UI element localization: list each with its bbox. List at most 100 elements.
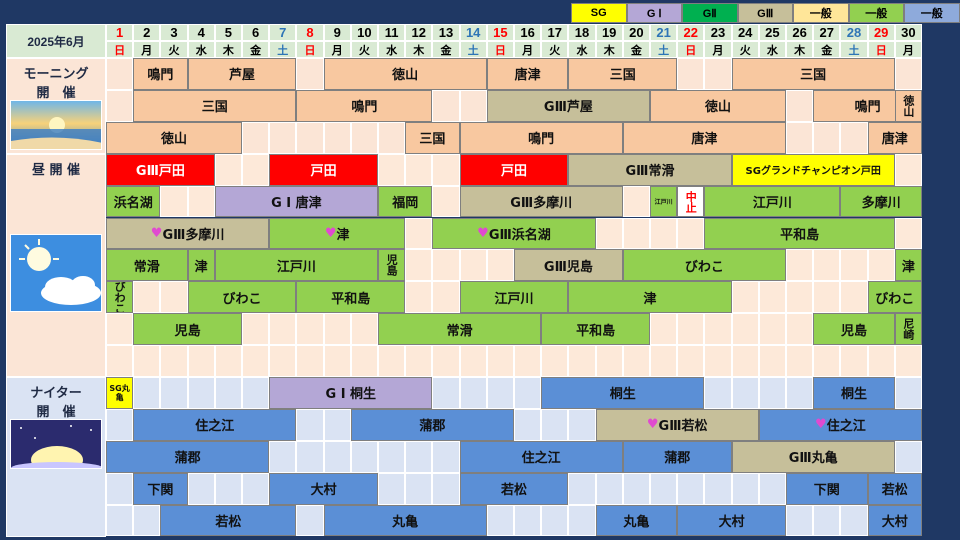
grid-cell xyxy=(758,313,786,346)
race-event[interactable]: 江戸川 xyxy=(704,185,841,218)
race-event[interactable]: 若松 xyxy=(867,472,922,505)
race-event[interactable]: 三国 xyxy=(405,121,460,154)
grid-cell xyxy=(106,58,134,90)
grid-cell xyxy=(269,440,297,473)
race-event[interactable]: 徳山 xyxy=(106,121,242,154)
race-event[interactable]: 住之江 xyxy=(459,440,623,473)
grid-cell xyxy=(405,440,433,473)
race-event[interactable]: 平和島 xyxy=(296,281,406,314)
race-event[interactable]: 蒲郡 xyxy=(106,440,270,473)
race-event[interactable]: 蒲郡 xyxy=(622,440,732,473)
race-event[interactable]: 鳴門 xyxy=(133,58,188,90)
race-event[interactable]: 大村 xyxy=(677,504,786,537)
race-event[interactable]: 若松 xyxy=(160,504,297,537)
race-event[interactable]: 江戸川 xyxy=(214,249,378,282)
race-event[interactable]: ♥ 住之江 xyxy=(758,408,922,441)
race-event[interactable]: 大村 xyxy=(867,504,922,537)
race-event[interactable]: 津 xyxy=(894,249,922,282)
race-event[interactable]: GⅢ丸亀 xyxy=(731,440,895,473)
race-event[interactable]: びわこ xyxy=(187,281,297,314)
race-event[interactable]: 多摩川 xyxy=(840,185,922,218)
grid-cell xyxy=(350,121,378,154)
race-event[interactable]: GⅢ常滑 xyxy=(568,153,732,186)
grid-cell xyxy=(296,58,324,90)
day-number: 11 xyxy=(378,24,406,41)
race-event[interactable]: びわこ xyxy=(622,249,786,282)
race-event[interactable]: 児島 xyxy=(133,313,242,346)
event-label: 住之江 xyxy=(826,419,866,435)
race-event[interactable]: 戸田 xyxy=(459,153,569,186)
race-event[interactable]: 平和島 xyxy=(704,217,895,250)
race-event[interactable]: ♥ GⅢ多摩川 xyxy=(106,217,270,250)
race-event[interactable]: 丸亀 xyxy=(323,504,487,537)
race-event[interactable]: 唐津 xyxy=(486,58,569,90)
grid-cell xyxy=(894,345,922,377)
grid-cell xyxy=(894,440,922,473)
race-event[interactable]: 下関 xyxy=(786,472,868,505)
race-event[interactable]: 児島 xyxy=(813,313,895,346)
grid-cell xyxy=(269,313,297,346)
race-event[interactable]: 三国 xyxy=(731,58,895,90)
race-event[interactable]: 芦屋 xyxy=(187,58,297,90)
race-event[interactable]: 常滑 xyxy=(106,249,188,282)
race-event[interactable]: ♥ GⅢ若松 xyxy=(595,408,759,441)
day-number: 10 xyxy=(350,24,378,41)
race-event[interactable]: 丸亀 xyxy=(595,504,678,537)
grid-cell xyxy=(106,504,134,537)
race-event[interactable]: 徳山 xyxy=(894,89,922,122)
race-event[interactable]: SGグランドチャンピオン戸田 xyxy=(731,153,895,186)
race-event[interactable]: 鳴門 xyxy=(459,121,623,154)
day-of-week: 木 xyxy=(214,41,242,58)
day-number: 20 xyxy=(622,24,650,41)
race-event[interactable]: 下関 xyxy=(133,472,188,505)
race-event[interactable]: 江戸川 xyxy=(459,281,569,314)
grid-cell xyxy=(622,472,650,505)
race-event[interactable]: 児島 xyxy=(378,249,406,282)
race-event[interactable]: 三国 xyxy=(133,89,297,122)
race-event[interactable]: SG丸亀 xyxy=(106,377,134,409)
section-subtitle: 開 催 xyxy=(36,86,76,101)
race-event[interactable]: 鳴門 xyxy=(296,89,433,122)
race-event[interactable]: GⅢ芦屋 xyxy=(486,89,650,122)
grid-cell xyxy=(813,504,841,537)
grid-cell xyxy=(378,153,406,186)
race-event[interactable]: GⅢ児島 xyxy=(514,249,623,282)
day-of-week: 金 xyxy=(813,41,841,58)
race-event[interactable]: 唐津 xyxy=(622,121,786,154)
race-event[interactable]: GⅢ多摩川 xyxy=(459,185,623,218)
race-event[interactable]: 浜名湖 xyxy=(106,185,161,218)
grid-cell xyxy=(187,345,215,377)
race-event[interactable]: 徳山 xyxy=(323,58,487,90)
race-event[interactable]: 住之江 xyxy=(133,408,297,441)
race-event[interactable]: ♥ 津 xyxy=(269,217,406,250)
grid-cell xyxy=(813,121,841,154)
race-event[interactable]: 桐生 xyxy=(541,377,705,409)
illus-sun-and-clouds xyxy=(10,233,102,312)
race-event[interactable]: G Ⅰ 唐津 xyxy=(214,185,378,218)
race-event[interactable]: 尼崎 xyxy=(894,313,922,346)
race-event[interactable]: 常滑 xyxy=(378,313,542,346)
race-event[interactable]: 大村 xyxy=(269,472,378,505)
race-event[interactable]: 福岡 xyxy=(378,185,433,218)
race-event[interactable]: びわこ xyxy=(106,281,134,314)
race-event[interactable]: びわこ xyxy=(867,281,922,314)
race-event[interactable]: GⅢ戸田 xyxy=(106,153,215,186)
grid-cell xyxy=(622,217,650,250)
legend-2: G Ⅰ xyxy=(626,3,682,23)
race-event[interactable]: 平和島 xyxy=(541,313,650,346)
race-event[interactable]: 桐生 xyxy=(813,377,895,409)
race-event[interactable]: 津 xyxy=(568,281,732,314)
race-event[interactable]: 唐津 xyxy=(867,121,922,154)
race-event[interactable]: G Ⅰ 桐生 xyxy=(269,377,433,409)
day-of-week: 日 xyxy=(486,41,514,58)
race-event[interactable]: 戸田 xyxy=(269,153,378,186)
race-event[interactable]: 徳山 xyxy=(650,89,786,122)
race-event[interactable]: 津 xyxy=(187,249,215,282)
race-event[interactable]: 江戸川 xyxy=(650,185,678,218)
race-event[interactable]: 蒲郡 xyxy=(350,408,514,441)
race-event[interactable]: 若松 xyxy=(459,472,569,505)
race-event[interactable]: 三国 xyxy=(568,58,678,90)
race-event[interactable]: ♥ GⅢ浜名湖 xyxy=(432,217,596,250)
day-of-week: 火 xyxy=(350,41,378,58)
race-event[interactable]: 中止 xyxy=(677,185,705,218)
